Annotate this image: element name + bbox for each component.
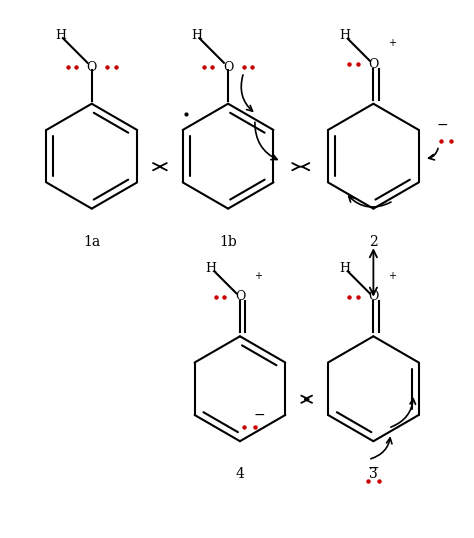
Text: +: + [388, 271, 396, 281]
Text: +: + [254, 271, 262, 281]
Text: 1b: 1b [219, 235, 237, 249]
Text: 3: 3 [369, 468, 378, 482]
Text: +: + [388, 38, 396, 48]
Text: −: − [367, 461, 379, 475]
Text: −: − [437, 118, 448, 132]
Text: 4: 4 [236, 468, 245, 482]
Text: H: H [206, 261, 217, 274]
Text: O: O [87, 60, 97, 74]
Text: H: H [339, 261, 350, 274]
Text: H: H [55, 29, 66, 42]
Text: O: O [223, 60, 233, 74]
Text: H: H [339, 29, 350, 42]
Text: 2: 2 [369, 235, 378, 249]
Text: O: O [368, 58, 379, 71]
Text: H: H [191, 29, 202, 42]
Text: O: O [235, 291, 245, 303]
Text: O: O [368, 291, 379, 303]
Text: −: − [253, 408, 265, 422]
Text: 1a: 1a [83, 235, 100, 249]
